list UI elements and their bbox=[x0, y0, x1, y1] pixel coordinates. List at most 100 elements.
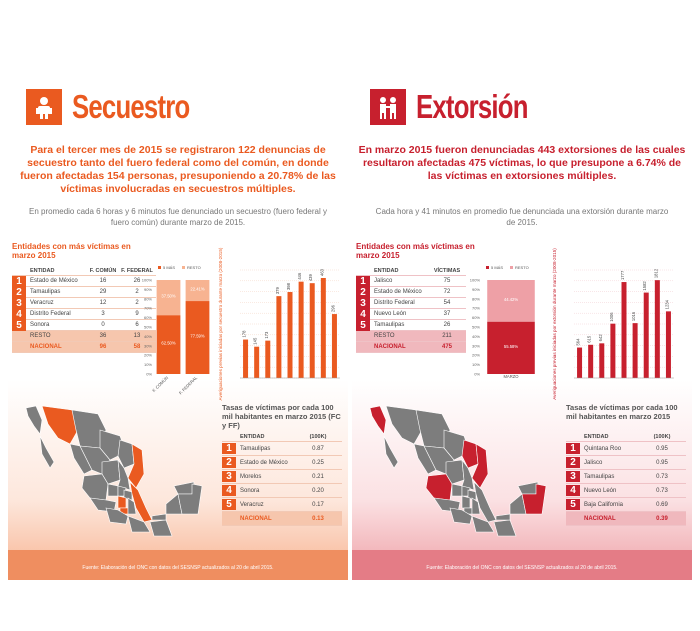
lead-paragraph: En marzo 2015 fueron denunciadas 443 ext… bbox=[358, 144, 686, 182]
state-region bbox=[383, 435, 399, 469]
y-tick-label: 30% bbox=[472, 343, 480, 348]
state-region bbox=[127, 515, 151, 533]
value-cell: 0.73 bbox=[656, 473, 668, 480]
rank-cell: 2 bbox=[222, 457, 236, 468]
value-cell: 13 bbox=[133, 333, 141, 339]
stacked-share-chart: 0% 10% 20% 30% 40% 50% 60% 70% 80% 90% 100% 5 MÁS RE… bbox=[134, 264, 214, 395]
state-region bbox=[117, 439, 135, 469]
value-cell: 12 bbox=[99, 300, 107, 306]
state-region bbox=[413, 443, 437, 475]
header-fc: F. COMÚN bbox=[89, 267, 117, 274]
lead-paragraph: Para el tercer mes de 2015 se registraro… bbox=[20, 144, 336, 195]
table-row: NACIONAL 475 bbox=[356, 342, 466, 353]
y-tick-label: 50% bbox=[472, 325, 480, 330]
rank-cell: 2 bbox=[356, 286, 370, 298]
kidnapping-panel: Secuestro Para el tercer mes de 2015 se … bbox=[8, 60, 348, 580]
rates-row: 2 Jalisco 0.95 bbox=[566, 456, 686, 470]
data-label: 1234 bbox=[664, 299, 669, 309]
bar bbox=[621, 282, 627, 378]
entity-cell: Sonora bbox=[240, 487, 260, 494]
data-label: 1777 bbox=[620, 270, 625, 280]
state-region bbox=[117, 495, 127, 509]
data-label: 439 bbox=[308, 274, 313, 282]
value-cell: 0 bbox=[101, 322, 105, 328]
state-region bbox=[151, 513, 167, 521]
rates-title: Tasas de víctimas por cada 100 mil habit… bbox=[222, 403, 341, 430]
value-cell: 0.20 bbox=[312, 487, 324, 494]
rank-cell: 4 bbox=[222, 485, 236, 496]
source-note: Fuente: Elaboración del ONC con datos de… bbox=[426, 565, 618, 571]
table-row: RESTO 36 13 bbox=[12, 331, 156, 342]
value-cell: 0.21 bbox=[312, 473, 324, 480]
state-region bbox=[495, 513, 511, 521]
y-tick-label: 80% bbox=[144, 296, 152, 301]
value-cell: 6 bbox=[135, 322, 139, 328]
rates-header-entity: ENTIDAD bbox=[240, 433, 265, 440]
state-region bbox=[445, 459, 465, 485]
table-row: 5 Tamaulipas 26 bbox=[356, 319, 466, 331]
table-row: 1 Estado de México 16 26 bbox=[12, 275, 156, 287]
data-label: 564 bbox=[576, 338, 581, 346]
legend-swatch bbox=[510, 266, 513, 269]
table-title: Entidades con más víctimas en marzo 2015 bbox=[12, 242, 131, 260]
entity-cell: NACIONAL bbox=[584, 515, 616, 522]
bar bbox=[243, 339, 249, 378]
table-row: 1 Jalisco 75 bbox=[356, 275, 466, 287]
state-region bbox=[471, 515, 495, 533]
y-tick-label: 0% bbox=[146, 372, 152, 377]
rank-cell: 1 bbox=[12, 275, 26, 287]
table-row: 2 Tamaulipas 29 2 bbox=[12, 286, 156, 298]
state-region bbox=[493, 519, 517, 537]
kidnap-icon bbox=[26, 89, 62, 125]
bar bbox=[309, 283, 315, 378]
table-title: Entidades con más víctimas en marzo 2015 bbox=[356, 242, 475, 260]
value-cell: 0.13 bbox=[312, 515, 324, 522]
value-cell: 0.69 bbox=[656, 501, 668, 508]
entity-cell: RESTO bbox=[30, 333, 51, 339]
entity-cell: Nuevo León bbox=[584, 487, 617, 494]
data-label: 145 bbox=[253, 337, 258, 345]
extortion-panel: Extorsión En marzo 2015 fueron denunciad… bbox=[352, 60, 692, 580]
header-entity: ENTIDAD bbox=[30, 267, 55, 274]
rank-cell: 1 bbox=[356, 275, 370, 287]
bar-segment-top5 bbox=[185, 301, 210, 374]
state-region bbox=[177, 483, 203, 515]
value-cell: 475 bbox=[441, 344, 452, 350]
entity-cell: Sonora bbox=[30, 322, 50, 328]
rates-table: ENTIDAD (100K) 1 Tamaulipas 0.87 2 Estado de… bbox=[222, 432, 342, 526]
state-region bbox=[517, 481, 539, 495]
table-header-row: ENTIDAD VÍCTIMAS bbox=[356, 266, 466, 276]
rates-row: NACIONAL 0.13 bbox=[222, 512, 342, 526]
value-cell: 72 bbox=[443, 289, 451, 295]
rank-cell: 1 bbox=[222, 443, 236, 454]
state-region bbox=[123, 489, 133, 501]
section-title: Secuestro bbox=[72, 88, 190, 125]
bar-segment-resto bbox=[185, 280, 210, 302]
y-tick-label: 40% bbox=[144, 334, 152, 339]
y-tick-label: 30% bbox=[144, 343, 152, 348]
rank-cell: 5 bbox=[12, 319, 26, 331]
legend-label: 5 MÁS bbox=[163, 265, 175, 270]
value-cell: 2 bbox=[135, 300, 139, 306]
legend-label: 5 MÁS bbox=[491, 265, 503, 270]
entity-cell: Tamaulipas bbox=[584, 473, 615, 480]
rank-cell: 3 bbox=[222, 471, 236, 482]
data-label: 398 bbox=[286, 282, 291, 290]
mexico-map bbox=[358, 390, 568, 540]
value-cell: 0.73 bbox=[656, 487, 668, 494]
state-region bbox=[461, 495, 471, 509]
bar bbox=[254, 346, 260, 378]
bar bbox=[298, 281, 304, 378]
rank-cell: 4 bbox=[12, 308, 26, 320]
legend-label: RESTO bbox=[187, 265, 201, 270]
entity-cell: Jalisco bbox=[374, 278, 393, 284]
bar bbox=[643, 292, 649, 378]
bar bbox=[331, 314, 337, 378]
rank-cell: 2 bbox=[566, 457, 580, 468]
victims-table: ENTIDAD F. COMÚN F. FEDERAL 1 Estado de M… bbox=[12, 266, 156, 353]
value-cell: 0.39 bbox=[656, 515, 668, 522]
legend-label: RESTO bbox=[515, 265, 529, 270]
bar bbox=[320, 277, 326, 378]
entity-cell: Quintana Roo bbox=[584, 445, 622, 452]
y-tick-label: 60% bbox=[472, 315, 480, 320]
